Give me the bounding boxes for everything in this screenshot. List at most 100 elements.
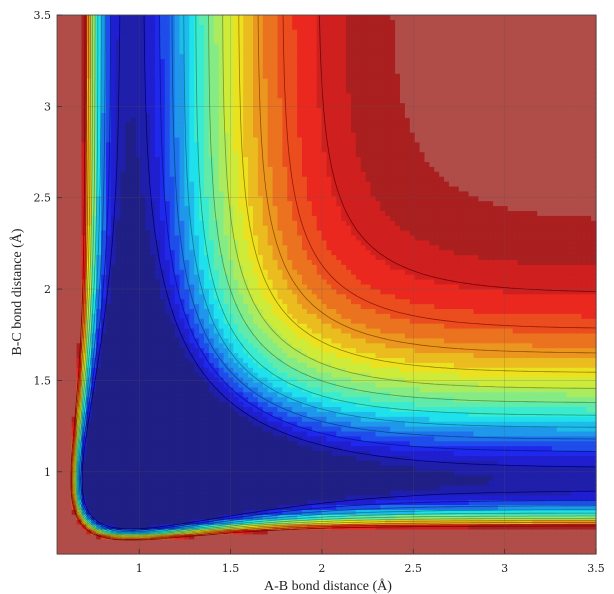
contour-cell: [208, 509, 215, 516]
contour-cell: [272, 201, 279, 207]
contour-cell: [106, 245, 112, 251]
contour-cell: [140, 407, 146, 413]
contour-cell: [57, 64, 63, 70]
contour-cell: [145, 480, 151, 486]
contour-cell: [155, 240, 161, 246]
contour-cell: [184, 103, 190, 109]
contour-cell: [57, 34, 63, 41]
contour-cell: [81, 372, 87, 379]
contour-cell: [164, 215, 171, 222]
contour-cell: [228, 382, 234, 388]
contour-cell: [253, 88, 259, 94]
contour-cell: [169, 372, 176, 379]
contour-cell: [238, 392, 244, 398]
contour-cell: [101, 255, 107, 261]
contour-cell: [204, 29, 210, 36]
contour-cell: [199, 309, 205, 315]
contour-cell: [145, 196, 151, 202]
contour-cell: [179, 240, 185, 246]
contour-cell: [243, 514, 249, 521]
contour-cell: [253, 157, 259, 163]
contour-cell: [96, 206, 102, 212]
contour-cell: [272, 137, 279, 143]
contour-cell: [140, 176, 146, 183]
contour-cell: [150, 402, 156, 408]
contour-cell: [262, 333, 269, 339]
contour-cell: [208, 304, 215, 310]
contour-cell: [189, 382, 195, 388]
contour-cell: [208, 73, 215, 80]
contour-cell: [101, 225, 107, 232]
contour-cell: [150, 54, 156, 60]
contour-cell: [71, 480, 78, 486]
contour-cell: [204, 122, 210, 129]
contour-cell: [262, 358, 269, 364]
contour-cell: [81, 245, 87, 251]
contour-cell: [120, 137, 127, 143]
contour-cell: [267, 103, 274, 109]
contour-cell: [71, 539, 78, 545]
contour-cell: [96, 250, 102, 256]
contour-cell: [86, 255, 92, 261]
contour-cell: [150, 451, 156, 457]
contour-cell: [253, 470, 259, 477]
contour-cell: [223, 206, 230, 212]
contour-cell: [243, 304, 249, 310]
contour-cell: [145, 78, 151, 85]
contour-cell: [184, 451, 190, 457]
contour-cell: [243, 348, 249, 354]
contour-cell: [174, 132, 181, 139]
contour-cell: [106, 34, 112, 41]
contour-cell: [150, 152, 156, 158]
contour-cell: [71, 24, 78, 31]
contour-cell: [194, 431, 200, 437]
contour-cell: [248, 73, 254, 80]
contour-cell: [125, 475, 132, 482]
contour-cell: [272, 436, 279, 442]
contour-cell: [238, 162, 244, 168]
contour-cell: [164, 367, 171, 374]
contour-cell: [272, 362, 279, 369]
contour-cell: [66, 377, 73, 384]
contour-cell: [243, 274, 249, 281]
contour-cell: [130, 191, 136, 197]
contour-cell: [194, 402, 200, 408]
contour-cell: [140, 59, 146, 65]
contour-cell: [272, 421, 279, 428]
contour-cell: [110, 402, 117, 408]
contour-cell: [179, 157, 185, 163]
contour-cell: [238, 29, 244, 36]
contour-cell: [110, 416, 117, 423]
contour-cell: [243, 456, 249, 462]
contour-cell: [150, 44, 156, 50]
contour-cell: [262, 68, 269, 75]
contour-cell: [106, 490, 112, 496]
contour-cell: [199, 186, 205, 192]
contour-cell: [248, 59, 254, 65]
contour-cell: [164, 436, 171, 442]
contour-cell: [204, 402, 210, 408]
contour-cell: [140, 509, 146, 516]
contour-cell: [164, 122, 171, 129]
contour-cell: [110, 108, 117, 114]
contour-cell: [243, 166, 249, 173]
contour-cell: [125, 456, 132, 462]
contour-cell: [150, 367, 156, 374]
contour-cell: [208, 416, 215, 423]
contour-cell: [91, 19, 97, 26]
contour-cell: [248, 215, 254, 222]
contour-cell: [130, 240, 136, 246]
contour-cell: [218, 534, 225, 540]
contour-cell: [91, 54, 97, 60]
contour-cell: [267, 441, 274, 447]
contour-cell: [101, 441, 107, 447]
contour-cell: [213, 147, 220, 153]
contour-cell: [169, 343, 176, 349]
contour-cell: [184, 514, 190, 521]
contour-cell: [57, 304, 63, 310]
contour-cell: [218, 372, 225, 379]
contour-cell: [96, 343, 102, 349]
contour-cell: [125, 279, 132, 286]
contour-cell: [257, 59, 264, 65]
contour-cell: [272, 323, 279, 330]
